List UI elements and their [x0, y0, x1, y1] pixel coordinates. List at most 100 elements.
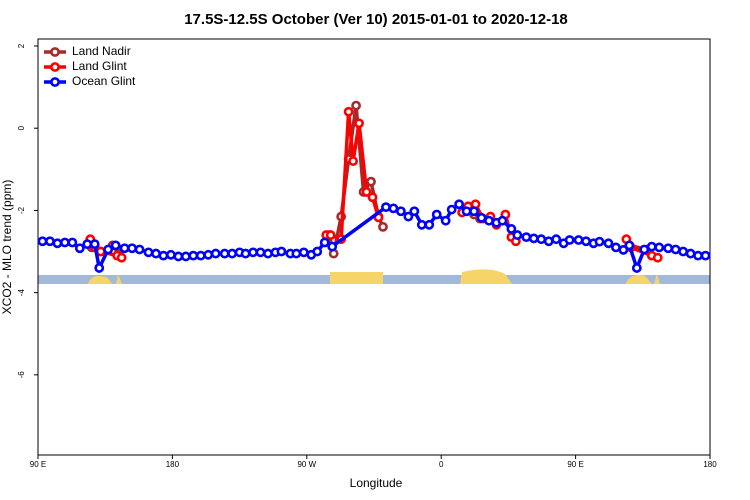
- point: [469, 206, 479, 217]
- point: [551, 234, 562, 245]
- point: [431, 209, 442, 220]
- x-tick-label: 180: [166, 460, 180, 469]
- point: [454, 199, 465, 210]
- point: [663, 243, 674, 254]
- plot-frame: [37, 38, 711, 456]
- land-patch: [625, 274, 660, 284]
- point: [291, 248, 302, 259]
- point: [210, 248, 221, 259]
- point: [361, 187, 372, 197]
- point: [255, 247, 266, 258]
- point: [127, 243, 137, 254]
- point: [82, 239, 93, 250]
- point: [103, 244, 114, 255]
- legend-label: Land Nadir: [72, 44, 131, 58]
- point: [59, 237, 70, 248]
- x-tick-label: 90 E: [567, 460, 583, 469]
- point: [543, 236, 554, 247]
- point: [409, 206, 420, 217]
- point: [700, 250, 711, 261]
- point: [388, 203, 399, 214]
- legend-label: Land Glint: [72, 59, 127, 73]
- point: [116, 252, 127, 263]
- y-axis-label: XCO2 - MLO trend (ppm): [0, 180, 14, 315]
- point: [248, 247, 258, 258]
- point: [618, 244, 629, 255]
- point: [74, 243, 85, 254]
- point: [312, 246, 323, 257]
- point: [319, 237, 330, 248]
- point: [203, 249, 214, 260]
- series-line: [42, 201, 706, 274]
- point: [654, 242, 665, 253]
- point: [484, 215, 494, 226]
- x-axis-label: Longitude: [350, 476, 403, 490]
- point: [631, 263, 642, 273]
- legend-marker: [50, 77, 60, 87]
- point: [403, 211, 414, 222]
- point: [195, 250, 206, 261]
- point: [670, 244, 681, 255]
- point: [581, 236, 591, 247]
- point: [536, 234, 547, 245]
- point: [219, 248, 230, 259]
- point: [381, 202, 391, 213]
- point: [678, 246, 689, 257]
- point: [416, 219, 427, 230]
- land-patch: [88, 274, 122, 284]
- point: [188, 250, 199, 261]
- point: [180, 251, 191, 262]
- point: [37, 236, 48, 247]
- point: [594, 236, 605, 247]
- point: [603, 238, 614, 249]
- land-patch: [460, 269, 512, 284]
- point: [134, 244, 145, 255]
- point: [158, 250, 169, 261]
- point: [119, 243, 130, 254]
- land-patch: [330, 272, 383, 284]
- point: [624, 240, 635, 251]
- point: [298, 247, 309, 258]
- legend-label: Ocean Glint: [72, 74, 136, 88]
- x-tick-label: 90 W: [297, 460, 316, 469]
- point: [611, 242, 621, 253]
- point: [143, 247, 154, 258]
- x-tick-label: 90 E: [30, 460, 46, 469]
- point: [424, 219, 435, 230]
- legend-marker: [50, 62, 60, 72]
- point: [461, 206, 472, 217]
- point: [227, 248, 238, 259]
- point: [521, 232, 532, 243]
- y-tick-label: 0: [17, 125, 26, 130]
- point: [110, 240, 121, 251]
- point: [52, 238, 63, 249]
- land-ocean-band: [38, 269, 710, 284]
- point: [166, 249, 176, 260]
- point: [343, 106, 354, 117]
- point: [693, 250, 703, 261]
- y-tick-label: -6: [17, 371, 26, 379]
- point: [476, 212, 487, 223]
- point: [395, 206, 406, 217]
- point: [646, 241, 657, 252]
- y-tick-label: 2: [17, 43, 26, 48]
- legend-marker: [50, 47, 60, 57]
- y-tick-label: -4: [17, 289, 26, 297]
- chart-title: 17.5S-12.5S October (Ver 10) 2015-01-01 …: [184, 11, 568, 28]
- point: [446, 204, 457, 215]
- point: [497, 215, 508, 226]
- point: [325, 230, 336, 240]
- point: [639, 244, 650, 255]
- point: [440, 215, 451, 226]
- point: [151, 248, 161, 259]
- point: [348, 156, 358, 166]
- point: [276, 246, 287, 257]
- x-tick-label: 0: [439, 460, 444, 469]
- point: [367, 192, 378, 203]
- point: [564, 235, 575, 245]
- point: [240, 248, 251, 259]
- point: [45, 236, 55, 247]
- point: [67, 237, 78, 248]
- y-tick-label: -2: [17, 206, 26, 214]
